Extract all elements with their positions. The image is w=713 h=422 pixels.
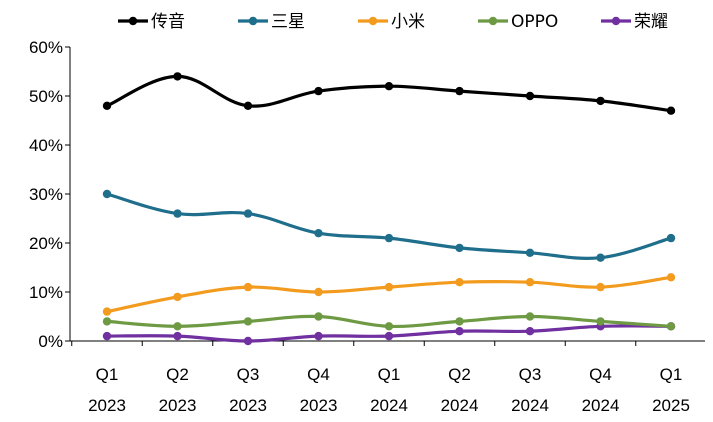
x-tick-label-year: 2023 (159, 396, 197, 415)
y-tick-label: 50% (29, 87, 63, 106)
series-1 (102, 189, 676, 262)
data-point (455, 243, 464, 253)
legend-marker (128, 16, 138, 26)
x-tick-label-year: 2023 (300, 396, 338, 415)
x-tick-label: Q1 (378, 365, 401, 384)
x-tick-label-year: 2024 (370, 396, 408, 415)
data-point (666, 322, 676, 331)
legend-label: 三星 (271, 12, 305, 32)
data-point (666, 233, 676, 243)
data-point (596, 317, 605, 326)
legend-item: 传音 (118, 12, 185, 32)
series-3 (102, 312, 676, 331)
data-point (384, 233, 394, 243)
legend: 传音 三星 小米 OPPO 荣耀 (118, 12, 668, 32)
data-point (384, 331, 394, 341)
legend-label: 小米 (391, 12, 425, 32)
data-point (102, 331, 112, 341)
x-tick-label-year: 2025 (652, 396, 690, 415)
data-point (102, 101, 112, 111)
x-tick-label-year: 2023 (88, 396, 126, 415)
data-point (173, 322, 182, 331)
legend-label: 传音 (151, 12, 185, 32)
y-tick-label: 40% (29, 136, 63, 155)
x-tick-label: Q4 (307, 365, 330, 384)
x-axis: Q1 2023 Q2 2023 Q3 2023 Q4 2023 Q1 2024 Q2 2024 Q3 20… (70, 340, 705, 415)
legend-marker (488, 16, 498, 26)
y-tick-label: 10% (29, 283, 63, 302)
y-tick-label: 30% (29, 185, 63, 204)
data-point (455, 327, 464, 336)
data-point (525, 312, 535, 321)
y-tick-label: 20% (29, 234, 63, 253)
x-tick-label: Q1 (660, 365, 683, 384)
data-point (455, 86, 464, 96)
data-point (243, 101, 253, 111)
data-point (314, 86, 323, 96)
x-tick-label-year: 2023 (229, 396, 267, 415)
data-point (314, 331, 323, 341)
data-point (102, 189, 112, 199)
data-point (596, 253, 605, 262)
series-2 (102, 273, 676, 316)
data-point (666, 273, 676, 282)
data-point (525, 91, 535, 101)
x-tick-label: Q2 (166, 365, 189, 384)
data-point (102, 317, 112, 326)
data-point (384, 322, 394, 331)
x-tick-label: Q2 (448, 365, 471, 384)
legend-item: 三星 (238, 12, 305, 32)
data-point (173, 209, 182, 218)
legend-item: OPPO (478, 12, 558, 32)
data-point (525, 327, 535, 336)
data-point (525, 248, 535, 257)
data-point (314, 312, 323, 321)
legend-marker (368, 16, 378, 26)
data-point (243, 317, 253, 326)
legend-marker (248, 16, 258, 26)
legend-marker (611, 16, 621, 26)
x-tick-label: Q3 (519, 365, 542, 384)
data-point (455, 278, 464, 287)
x-tick-label-year: 2024 (511, 396, 549, 415)
data-point (173, 331, 182, 341)
data-point (596, 282, 605, 292)
data-point (666, 106, 676, 115)
x-tick-label-year: 2024 (582, 396, 620, 415)
data-point (243, 282, 253, 292)
y-tick-label: 60% (29, 38, 63, 57)
x-tick-label: Q3 (237, 365, 260, 384)
data-point (455, 317, 464, 326)
legend-item: 荣耀 (601, 12, 668, 32)
series-line (105, 74, 673, 113)
x-tick-label-year: 2024 (441, 396, 479, 415)
x-tick-label: Q4 (589, 365, 612, 384)
y-axis: 0% 10% 20% 30% 40% 50% 60% (29, 38, 71, 351)
data-point (173, 72, 182, 81)
series-0 (102, 72, 676, 115)
series-line (105, 192, 673, 260)
data-point (243, 336, 253, 346)
data-point (525, 278, 535, 287)
data-point (102, 307, 112, 316)
plot-area (102, 72, 676, 346)
series-line (105, 275, 673, 314)
data-point (314, 229, 323, 238)
data-point (596, 96, 605, 106)
data-point (243, 209, 253, 218)
legend-item: 小米 (358, 12, 425, 32)
legend-label: OPPO (511, 12, 558, 32)
data-point (384, 282, 394, 292)
legend-label: 荣耀 (634, 12, 668, 32)
y-tick-label: 0% (38, 332, 63, 351)
data-point (314, 287, 323, 297)
x-tick-label: Q1 (96, 365, 119, 384)
data-point (173, 292, 182, 302)
data-point (384, 82, 394, 91)
